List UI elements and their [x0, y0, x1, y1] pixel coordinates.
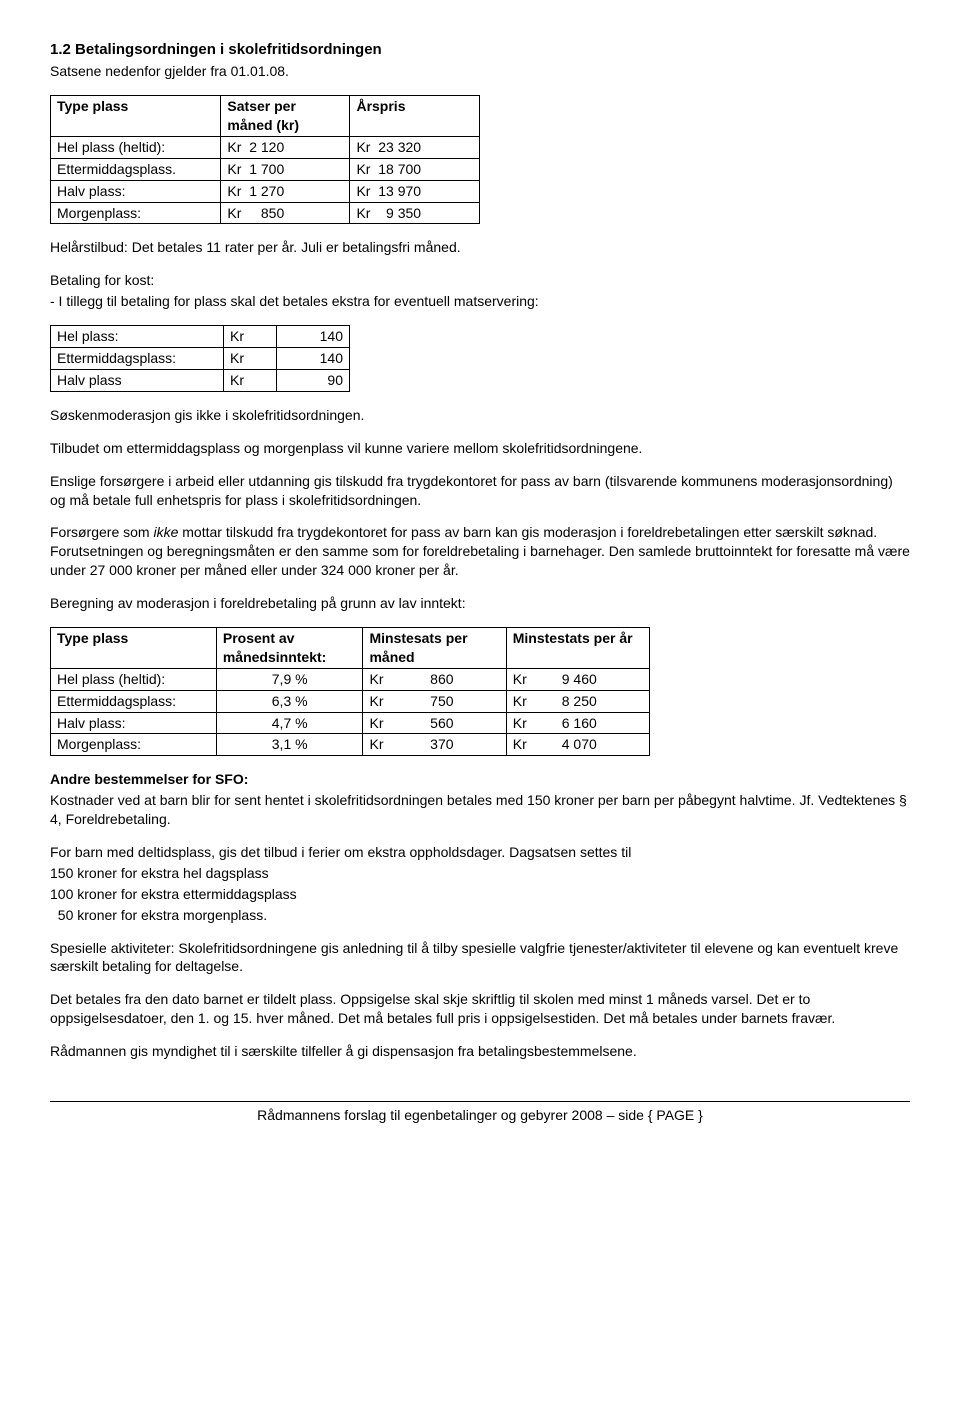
table-row: Halv plass Kr 90 [51, 369, 350, 391]
kost-table: Hel plass: Kr 140 Ettermiddagsplass: Kr … [50, 325, 350, 392]
cell: Kr 370 [363, 734, 506, 756]
radmann-text: Rådmannen gis myndighet til i særskilte … [50, 1042, 910, 1061]
table-row: Halv plass: Kr 1 270 Kr 13 970 [51, 180, 480, 202]
cell: Halv plass: [51, 180, 221, 202]
sosken-text: Søskenmoderasjon gis ikke i skolefritids… [50, 406, 910, 425]
col-year: Årspris [350, 96, 480, 137]
cell: Kr 23 320 [350, 136, 480, 158]
beregning-text: Beregning av moderasjon i foreldrebetali… [50, 594, 910, 613]
intro-text: Satsene nedenfor gjelder fra 01.01.08. [50, 62, 910, 81]
page-footer: Rådmannens forslag til egenbetalinger og… [50, 1101, 910, 1125]
cell: Kr 9 350 [350, 202, 480, 224]
andre-p1: Kostnader ved at barn blir for sent hent… [50, 791, 910, 829]
cell: Halv plass [51, 369, 224, 391]
footer-text: Rådmannens forslag til egenbetalinger og… [257, 1107, 703, 1123]
helars-text: Helårstilbud: Det betales 11 rater per å… [50, 238, 910, 257]
cell: Kr 9 460 [506, 668, 649, 690]
cell: Kr 13 970 [350, 180, 480, 202]
col-min-year: Minstestats per år [506, 627, 649, 668]
tilbud-text: Tilbudet om ettermiddagsplass og morgenp… [50, 439, 910, 458]
cell: 140 [277, 348, 350, 370]
col-min-month: Minstesats per måned [363, 627, 506, 668]
cell: Kr 2 120 [221, 136, 350, 158]
cell: Morgenplass: [51, 202, 221, 224]
cell: Ettermiddagsplass: [51, 690, 217, 712]
forsorgere-para: Forsørgere som ikke mottar tilskudd fra … [50, 523, 910, 580]
cell: 3,1 % [216, 734, 363, 756]
cell: Kr 1 270 [221, 180, 350, 202]
cell: 90 [277, 369, 350, 391]
moderation-table: Type plass Prosent av månedsinntekt: Min… [50, 627, 650, 756]
kost-sub: - I tillegg til betaling for plass skal … [50, 292, 910, 311]
cell: Kr 18 700 [350, 158, 480, 180]
cell: Kr 1 700 [221, 158, 350, 180]
table-row: Ettermiddagsplass. Kr 1 700 Kr 18 700 [51, 158, 480, 180]
betales-text: Det betales fra den dato barnet er tilde… [50, 990, 910, 1028]
col-type: Type plass [51, 96, 221, 137]
table-row: Ettermiddagsplass: 6,3 % Kr 750 Kr 8 250 [51, 690, 650, 712]
cell: Hel plass (heltid): [51, 668, 217, 690]
cell: Kr 850 [221, 202, 350, 224]
cell: Hel plass: [51, 326, 224, 348]
cell: Ettermiddagsplass: [51, 348, 224, 370]
table-row: Hel plass: Kr 140 [51, 326, 350, 348]
andre-heading: Andre bestemmelser for SFO: [50, 770, 910, 789]
deltid-l3: 50 kroner for ekstra morgenplass. [50, 906, 910, 925]
cell: Kr 4 070 [506, 734, 649, 756]
table-row: Morgenplass: Kr 850 Kr 9 350 [51, 202, 480, 224]
cell: 7,9 % [216, 668, 363, 690]
cell: Kr 860 [363, 668, 506, 690]
cell: Kr 560 [363, 712, 506, 734]
cell: Kr [224, 326, 277, 348]
rates-table: Type plass Satser per måned (kr) Årspris… [50, 95, 480, 224]
cell: Halv plass: [51, 712, 217, 734]
section-title: 1.2 Betalingsordningen i skolefritidsord… [50, 40, 910, 60]
cell: Kr [224, 348, 277, 370]
spesielle-text: Spesielle aktiviteter: Skolefritidsordni… [50, 939, 910, 977]
enslige-text: Enslige forsørgere i arbeid eller utdann… [50, 472, 910, 510]
cell: 140 [277, 326, 350, 348]
kost-heading: Betaling for kost: [50, 271, 910, 290]
deltid-l2: 100 kroner for ekstra ettermiddagsplass [50, 885, 910, 904]
cell: 4,7 % [216, 712, 363, 734]
forsorgere-post: mottar tilskudd fra trygdekontoret for p… [50, 524, 910, 578]
cell: Ettermiddagsplass. [51, 158, 221, 180]
deltid-l1: 150 kroner for ekstra hel dagsplass [50, 864, 910, 883]
col-type: Type plass [51, 627, 217, 668]
table-row: Hel plass (heltid): 7,9 % Kr 860 Kr 9 46… [51, 668, 650, 690]
cell: Morgenplass: [51, 734, 217, 756]
col-month: Satser per måned (kr) [221, 96, 350, 137]
cell: Kr [224, 369, 277, 391]
cell: Kr 8 250 [506, 690, 649, 712]
cell: Hel plass (heltid): [51, 136, 221, 158]
table-row: Ettermiddagsplass: Kr 140 [51, 348, 350, 370]
deltid-intro: For barn med deltidsplass, gis det tilbu… [50, 843, 910, 862]
table-row: Halv plass: 4,7 % Kr 560 Kr 6 160 [51, 712, 650, 734]
cell: 6,3 % [216, 690, 363, 712]
forsorgere-pre: Forsørgere som [50, 524, 153, 540]
cell: Kr 6 160 [506, 712, 649, 734]
forsorgere-em: ikke [153, 524, 178, 540]
cell: Kr 750 [363, 690, 506, 712]
table-row: Hel plass (heltid): Kr 2 120 Kr 23 320 [51, 136, 480, 158]
table-row: Morgenplass: 3,1 % Kr 370 Kr 4 070 [51, 734, 650, 756]
col-percent: Prosent av månedsinntekt: [216, 627, 363, 668]
